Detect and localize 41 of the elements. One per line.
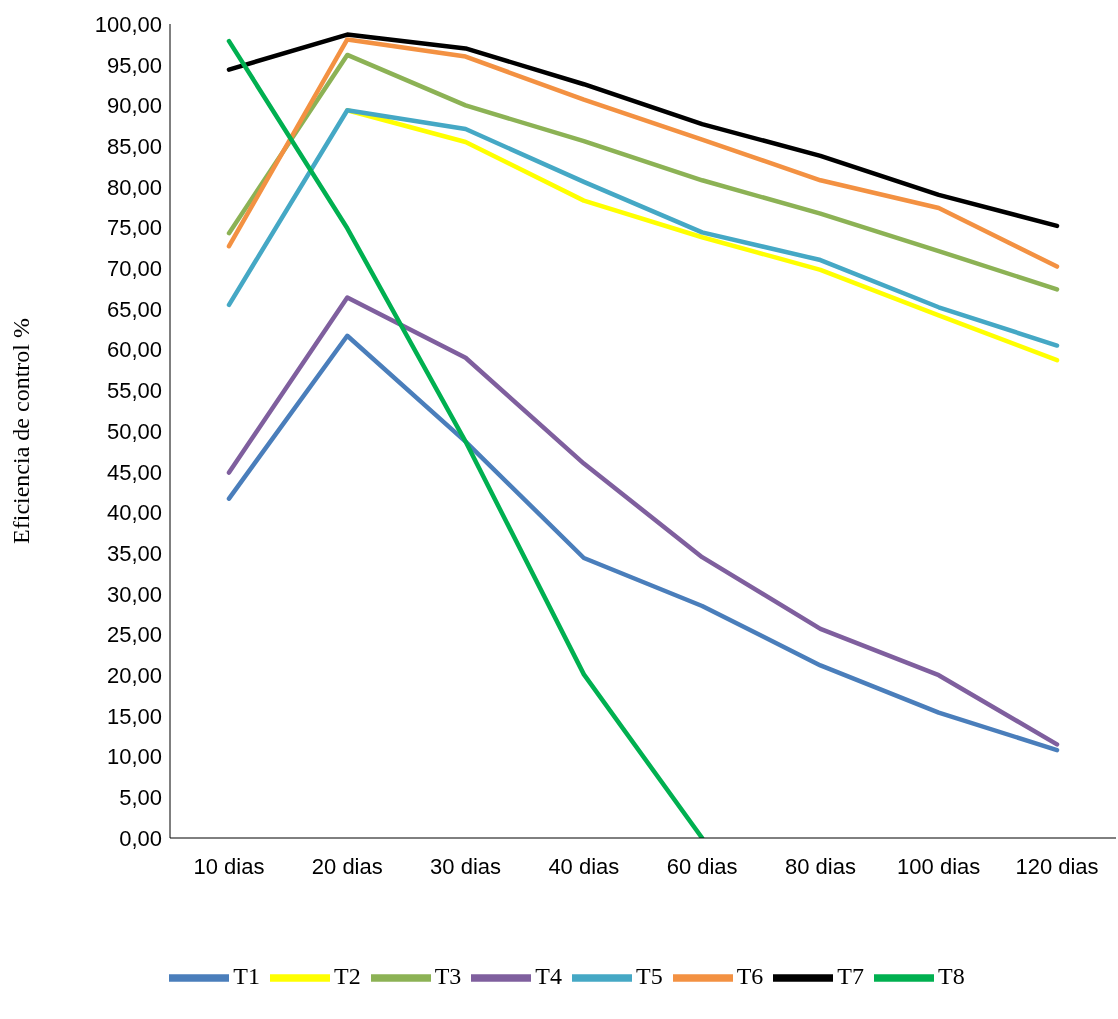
y-tick-label: 15,00 — [106, 703, 162, 729]
y-tick-label: 85,00 — [106, 133, 162, 159]
legend-label: T1 — [233, 962, 260, 989]
y-tick-label: 100,00 — [94, 11, 162, 37]
y-tick-label: 50,00 — [106, 418, 162, 444]
y-tick-label: 65,00 — [106, 296, 162, 322]
legend-label: T3 — [434, 962, 462, 989]
x-tick-label: 20 dias — [311, 853, 383, 879]
y-tick-label: 35,00 — [106, 540, 162, 566]
y-tick-label: 60,00 — [106, 337, 162, 363]
y-tick-label: 70,00 — [106, 256, 162, 282]
line-series — [226, 38, 705, 838]
y-tick-label: 45,00 — [106, 459, 162, 485]
line-series — [226, 108, 1060, 348]
legend-label: T7 — [837, 962, 865, 989]
legend-label: T8 — [938, 962, 965, 989]
x-tick-label: 80 dias — [784, 853, 856, 879]
y-tick-label: 5,00 — [119, 785, 162, 811]
legend-label: T6 — [736, 962, 764, 989]
x-tick-label: 30 dias — [430, 853, 502, 879]
x-tick-label: 60 dias — [666, 853, 738, 879]
x-tick-label: 40 dias — [548, 853, 620, 879]
legend-label: T5 — [636, 962, 663, 989]
y-tick-label: 90,00 — [106, 93, 162, 119]
y-axis-title: Eficiencia de control % — [7, 318, 34, 544]
y-tick-label: 95,00 — [106, 52, 162, 78]
y-tick-label: 10,00 — [106, 744, 162, 770]
y-tick-label: 40,00 — [106, 500, 162, 526]
x-tick-label: 100 dias — [897, 853, 981, 879]
x-tick-label: 120 dias — [1015, 853, 1099, 879]
y-tick-label: 75,00 — [106, 215, 162, 241]
y-tick-label: 80,00 — [106, 174, 162, 200]
y-tick-label: 25,00 — [106, 622, 162, 648]
line-series — [226, 32, 1060, 229]
y-tick-label: 55,00 — [106, 378, 162, 404]
y-tick-label: 0,00 — [119, 825, 162, 851]
legend-label: T2 — [333, 962, 361, 989]
y-tick-label: 20,00 — [106, 663, 162, 689]
legend-label: T4 — [535, 962, 562, 989]
y-tick-label: 30,00 — [106, 581, 162, 607]
x-tick-label: 10 dias — [193, 853, 265, 879]
